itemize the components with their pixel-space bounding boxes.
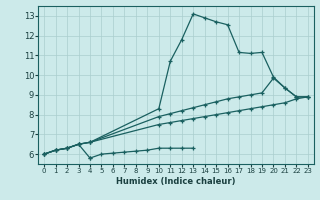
- X-axis label: Humidex (Indice chaleur): Humidex (Indice chaleur): [116, 177, 236, 186]
